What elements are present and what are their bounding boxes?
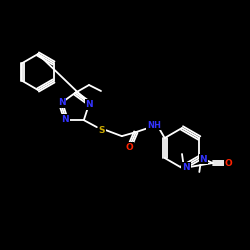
Text: N: N: [61, 115, 69, 124]
Text: N: N: [86, 100, 93, 109]
Text: N: N: [182, 162, 190, 172]
Text: O: O: [225, 158, 232, 168]
Text: N: N: [200, 154, 207, 164]
Text: O: O: [126, 143, 134, 152]
Text: NH: NH: [147, 121, 161, 130]
Text: S: S: [98, 126, 105, 135]
Text: N: N: [58, 98, 66, 107]
